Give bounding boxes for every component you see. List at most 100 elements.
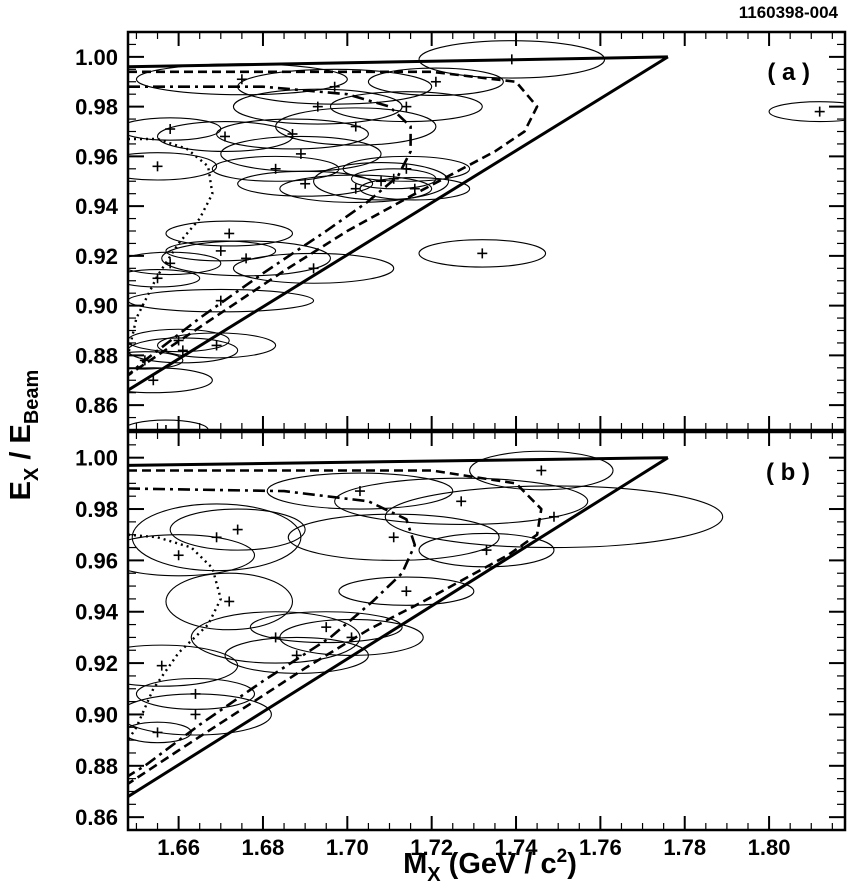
- data-point: [190, 709, 201, 720]
- y-axis-title-main: E: [5, 481, 37, 500]
- data-point: [160, 425, 171, 430]
- error-ellipse: [249, 611, 403, 644]
- error-ellipse: [165, 220, 294, 247]
- panel-frame-a: [126, 30, 847, 432]
- error-ellipse: [128, 251, 222, 276]
- data-point: [409, 183, 420, 194]
- error-ellipse: [135, 677, 256, 710]
- boundary-solid-lower: [128, 456, 669, 798]
- boundary-dash-dot: [128, 487, 417, 778]
- error-ellipse: [128, 367, 213, 394]
- y-tick-label: 0.96: [75, 548, 118, 573]
- y-tick-label: 0.98: [75, 497, 118, 522]
- data-point: [156, 660, 167, 671]
- error-ellipse: [367, 67, 504, 96]
- data-point: [456, 496, 467, 507]
- x-tick-label: 1.68: [242, 835, 285, 860]
- y-tick-label: 0.86: [75, 805, 118, 830]
- y-tick-label: 0.98: [75, 95, 118, 120]
- boundary-dashed: [128, 70, 539, 377]
- x-tick-label: 1.70: [326, 835, 369, 860]
- data-point: [376, 176, 387, 187]
- error-ellipse: [169, 508, 306, 551]
- error-ellipse: [338, 576, 475, 606]
- error-ellipse: [128, 644, 239, 687]
- x-axis-title-close: ): [567, 848, 577, 880]
- x-tick-labels: 1.66 1.68 1.70 1.72 1.74 1.76 1.78 1.80: [157, 835, 790, 860]
- data-point: [177, 345, 188, 356]
- data-point: [148, 375, 159, 386]
- error-ellipse: [334, 477, 589, 525]
- boundary-solid-top: [128, 456, 668, 467]
- y-tick-label: 0.88: [75, 754, 118, 779]
- error-ellipse: [237, 170, 374, 197]
- y-axis-title-sub2: Beam: [21, 370, 43, 424]
- y-tick-label: 0.94: [75, 194, 119, 219]
- data-point: [173, 335, 184, 346]
- error-ellipse: [128, 269, 201, 288]
- y-tick-label: 0.86: [75, 393, 118, 418]
- y-tick-label: 0.92: [75, 244, 118, 269]
- y-tick-labels-a: 0.86 0.88 0.90 0.92 0.94 0.96 0.98 1.00: [75, 45, 119, 418]
- panel-b: ( b ): [126, 430, 847, 832]
- data-point: [401, 586, 412, 597]
- y-axis-title-sub1: X: [21, 467, 43, 481]
- error-ellipse: [128, 328, 230, 353]
- data-point: [477, 248, 488, 259]
- x-tick-label: 1.66: [157, 835, 200, 860]
- data-point: [215, 245, 226, 256]
- panel-label-a: ( a ): [767, 59, 810, 86]
- error-ellipse: [469, 450, 614, 491]
- data-point: [173, 550, 184, 561]
- y-axis-title-mid: / E: [5, 424, 37, 468]
- plot-area-b: [128, 450, 724, 798]
- data-point: [401, 101, 412, 112]
- data-point: [321, 622, 332, 633]
- data-point: [481, 545, 492, 556]
- x-tick-label: 1.72: [410, 835, 453, 860]
- y-tick-label: 0.94: [75, 600, 119, 625]
- data-point: [232, 524, 243, 535]
- error-ellipse: [384, 485, 724, 549]
- error-ellipse: [161, 240, 331, 277]
- panel-label-b: ( b ): [766, 459, 810, 486]
- boundary-dash-dot: [128, 85, 412, 377]
- y-tick-labels-b: 0.86 0.88 0.90 0.92 0.94 0.96 0.98 1.00: [75, 446, 119, 830]
- error-ellipse: [190, 611, 361, 664]
- error-ellipse: [156, 332, 277, 359]
- data-point: [220, 131, 231, 142]
- data-point: [211, 340, 222, 351]
- error-ellipse: [768, 101, 845, 123]
- data-point: [308, 263, 319, 274]
- error-ellipse: [266, 472, 454, 510]
- error-ellipse: [128, 351, 184, 370]
- x-axis-title: MX (GeV / c2): [403, 846, 577, 886]
- error-ellipse: [128, 693, 272, 736]
- x-axis-title-sup: 2: [557, 846, 568, 867]
- y-tick-label: 1.00: [75, 446, 118, 471]
- error-ellipse: [211, 155, 340, 182]
- data-point: [388, 532, 399, 543]
- data-point: [224, 596, 235, 607]
- boundary-solid-lower: [128, 55, 669, 392]
- error-ellipse: [128, 117, 222, 141]
- x-tick-label: 1.78: [663, 835, 706, 860]
- error-ellipse: [359, 176, 471, 201]
- data-point: [430, 76, 441, 87]
- error-ellipse: [165, 240, 277, 262]
- data-point: [236, 74, 247, 85]
- y-tick-label: 0.96: [75, 144, 118, 169]
- data-point: [287, 128, 298, 139]
- x-tick-label: 1.76: [579, 835, 622, 860]
- error-ellipse: [128, 152, 218, 181]
- data-point: [350, 183, 361, 194]
- x-tick-label: 1.80: [748, 835, 791, 860]
- error-ellipse: [279, 174, 433, 203]
- data-point: [300, 178, 311, 189]
- error-ellipse: [313, 162, 450, 201]
- y-tick-label: 0.92: [75, 651, 118, 676]
- y-axis-title: EX / EBeam: [5, 370, 43, 501]
- x-axis-title-rest: (GeV / c: [441, 848, 557, 880]
- boundary-solid-top: [128, 55, 668, 69]
- data-point: [152, 161, 163, 172]
